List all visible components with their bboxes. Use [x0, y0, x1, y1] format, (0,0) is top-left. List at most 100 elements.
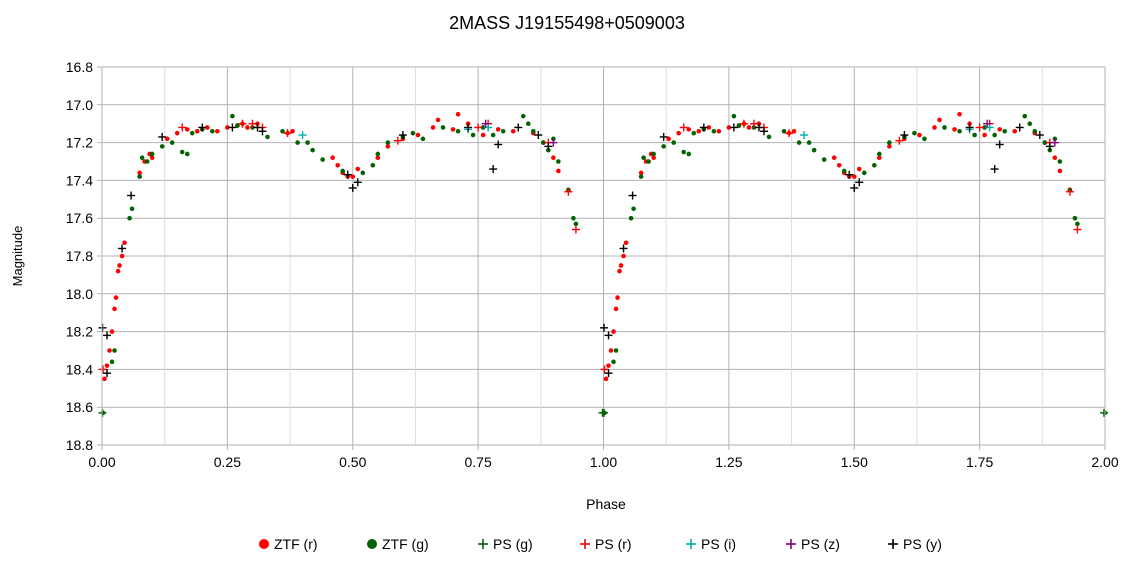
legend-label: PS (r) [595, 536, 632, 552]
data-point [661, 144, 666, 149]
data-point [118, 244, 127, 253]
data-point [912, 130, 917, 136]
data-point [856, 166, 862, 172]
data-point [621, 253, 626, 259]
data-point [495, 127, 501, 132]
data-point [228, 123, 237, 132]
data-point [280, 128, 285, 134]
data-point [398, 131, 407, 140]
series-ps-g [98, 408, 1108, 417]
data-point [350, 174, 356, 179]
data-point [109, 359, 115, 365]
data-point [872, 162, 877, 168]
x-tick-label: 0.50 [339, 454, 366, 470]
legend-item: PS (i) [686, 536, 736, 552]
plot-frame [101, 66, 1106, 446]
data-point [104, 363, 110, 368]
data-point [631, 206, 636, 212]
data-point [525, 121, 531, 126]
data-point [500, 128, 506, 134]
y-tick-label: 18.6 [66, 399, 93, 415]
data-point [253, 123, 262, 132]
data-point [613, 348, 619, 353]
data-point [159, 144, 165, 149]
data-point [98, 408, 107, 417]
data-point [711, 128, 717, 134]
data-point [781, 128, 787, 134]
data-point [184, 151, 190, 157]
data-point [298, 131, 307, 140]
data-point [112, 306, 117, 312]
y-tick-label: 18.4 [66, 361, 93, 377]
data-point [305, 140, 310, 145]
data-point [617, 268, 622, 274]
data-point [169, 140, 175, 145]
data-point [258, 127, 267, 136]
legend-item: ZTF (g) [367, 536, 429, 552]
data-marks [98, 111, 1108, 417]
data-point [340, 168, 346, 174]
data-point [990, 165, 999, 174]
data-point [127, 191, 136, 200]
data-point [245, 125, 250, 130]
legend-item: ZTF (r) [259, 536, 318, 552]
data-point [628, 191, 637, 200]
data-point [1015, 123, 1024, 132]
data-point [608, 348, 614, 353]
data-point [480, 132, 486, 138]
data-point [855, 178, 864, 187]
data-point [573, 221, 579, 227]
data-point [198, 123, 207, 132]
data-point [836, 162, 842, 168]
data-point [1012, 128, 1018, 134]
data-point [375, 151, 381, 157]
data-point [474, 123, 483, 132]
data-point [618, 263, 624, 268]
legend-item: PS (g) [478, 536, 533, 552]
legend-label: ZTF (g) [382, 536, 429, 552]
data-point [706, 125, 712, 130]
data-point [450, 127, 456, 132]
data-point [1073, 225, 1082, 234]
data-point [122, 240, 127, 246]
legend-label: PS (y) [903, 536, 942, 552]
data-point [107, 348, 112, 353]
legend-item: PS (y) [888, 536, 942, 552]
series-ztf-r [102, 111, 1073, 382]
data-point [679, 123, 688, 132]
data-point [393, 136, 402, 145]
data-point [1065, 187, 1074, 196]
data-point [556, 168, 561, 174]
legend: ZTF (r) ZTF (g) PS (g) PS (r) PS (i) PS (z) PS… [259, 536, 942, 552]
data-point [205, 125, 210, 130]
data-point [603, 376, 609, 382]
data-point [440, 125, 446, 130]
data-point [210, 128, 215, 134]
data-point [1042, 140, 1048, 145]
data-point [410, 130, 416, 136]
data-point [811, 147, 817, 153]
data-point [541, 140, 546, 145]
data-point [113, 295, 119, 300]
data-point [137, 174, 142, 179]
y-tick-label: 16.8 [66, 59, 93, 75]
data-point [686, 151, 692, 157]
data-point [604, 331, 613, 340]
legend-marker [686, 539, 696, 549]
data-point [510, 128, 516, 134]
data-point [851, 174, 857, 179]
data-point [343, 170, 352, 179]
data-point [534, 131, 543, 140]
data-point [564, 187, 573, 196]
x-tick-label: 2.00 [1091, 454, 1118, 470]
legend-marker [786, 539, 796, 549]
data-point [917, 132, 922, 138]
data-point [490, 132, 496, 138]
data-point [464, 123, 473, 132]
data-point [178, 123, 187, 132]
data-point [230, 113, 235, 119]
data-point [164, 136, 170, 142]
data-point [1057, 159, 1063, 164]
data-point [117, 263, 122, 268]
